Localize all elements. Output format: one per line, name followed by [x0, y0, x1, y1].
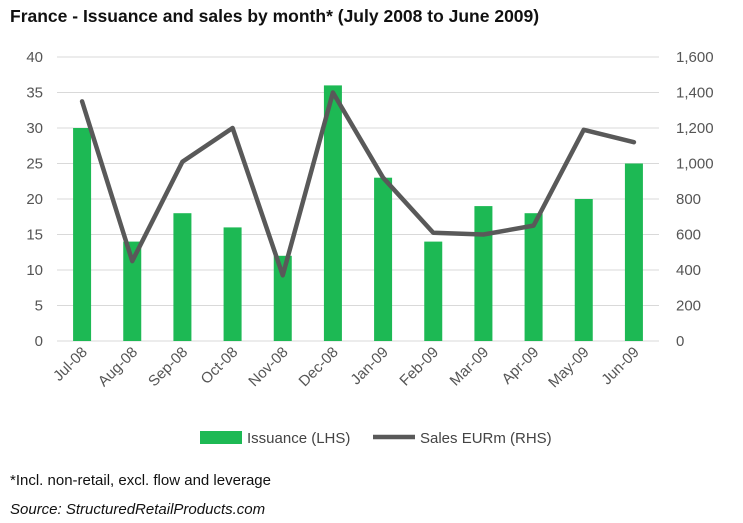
- x-tick-label: Jun-09: [598, 344, 642, 388]
- issuance-bar: [474, 206, 493, 341]
- issuance-bar: [323, 85, 342, 342]
- legend-issuance-swatch: [200, 431, 242, 444]
- issuance-bar: [374, 177, 393, 341]
- x-tick-label: Jul-08: [50, 344, 91, 385]
- right-tick-label: 1,000: [676, 156, 714, 173]
- chart-title: France - Issuance and sales by month* (J…: [10, 6, 540, 26]
- footnote: *Incl. non-retail, excl. flow and levera…: [10, 472, 271, 489]
- sales-line-group: [79, 90, 637, 278]
- x-tick-label: Mar-09: [447, 344, 493, 390]
- right-tick-label: 400: [676, 262, 701, 279]
- left-tick-label: 20: [26, 191, 43, 208]
- legend-issuance-label: Issuance (LHS): [247, 430, 350, 447]
- right-axis-ticks: 0 200 400 600 800 1,000 1,200 1,400 1,600: [676, 49, 714, 350]
- x-tick-label: May-09: [545, 344, 592, 391]
- sales-line: [79, 90, 637, 278]
- left-tick-label: 30: [26, 120, 43, 137]
- left-tick-label: 5: [35, 298, 43, 315]
- x-tick-label: Aug-08: [95, 344, 141, 390]
- issuance-bar: [574, 199, 593, 341]
- right-tick-label: 1,400: [676, 85, 714, 102]
- issuance-bar: [424, 241, 443, 341]
- left-tick-label: 10: [26, 262, 43, 279]
- source-note: Source: StructuredRetailProducts.com: [10, 501, 266, 518]
- legend: Issuance (LHS) Sales EURm (RHS): [200, 430, 552, 447]
- issuance-bar: [173, 213, 192, 341]
- x-tick-label: Oct-08: [198, 344, 242, 388]
- x-tick-label: Dec-08: [296, 344, 342, 390]
- issuance-bar: [73, 128, 92, 341]
- x-tick-label: Feb-09: [396, 344, 442, 390]
- right-tick-label: 1,600: [676, 49, 714, 66]
- gridlines: [57, 56, 659, 342]
- left-tick-label: 0: [35, 333, 43, 350]
- right-tick-label: 1,200: [676, 120, 714, 137]
- issuance-bar: [273, 255, 292, 341]
- x-tick-label: Jan-09: [347, 344, 391, 388]
- x-tick-label: Sep-08: [145, 344, 191, 390]
- x-axis-labels: Jul-08 Aug-08 Sep-08 Oct-08 Nov-08 Dec-08 Jan-…: [50, 344, 643, 391]
- left-tick-label: 40: [26, 49, 43, 66]
- right-tick-label: 600: [676, 227, 701, 244]
- right-tick-label: 0: [676, 333, 684, 350]
- x-tick-label: Apr-09: [499, 344, 543, 388]
- left-tick-label: 15: [26, 227, 43, 244]
- right-tick-label: 800: [676, 191, 701, 208]
- issuance-bar: [524, 213, 543, 341]
- left-tick-label: 25: [26, 156, 43, 173]
- left-tick-label: 35: [26, 85, 43, 102]
- right-tick-label: 200: [676, 298, 701, 315]
- left-axis-ticks: 0 5 10 15 20 25 30 35 40: [26, 49, 43, 350]
- issuance-bars: [73, 85, 643, 342]
- issuance-bar: [624, 163, 643, 341]
- x-tick-label: Nov-08: [245, 344, 291, 390]
- legend-sales-label: Sales EURm (RHS): [420, 430, 552, 447]
- issuance-bar: [223, 227, 242, 341]
- issuance-bar: [123, 241, 142, 341]
